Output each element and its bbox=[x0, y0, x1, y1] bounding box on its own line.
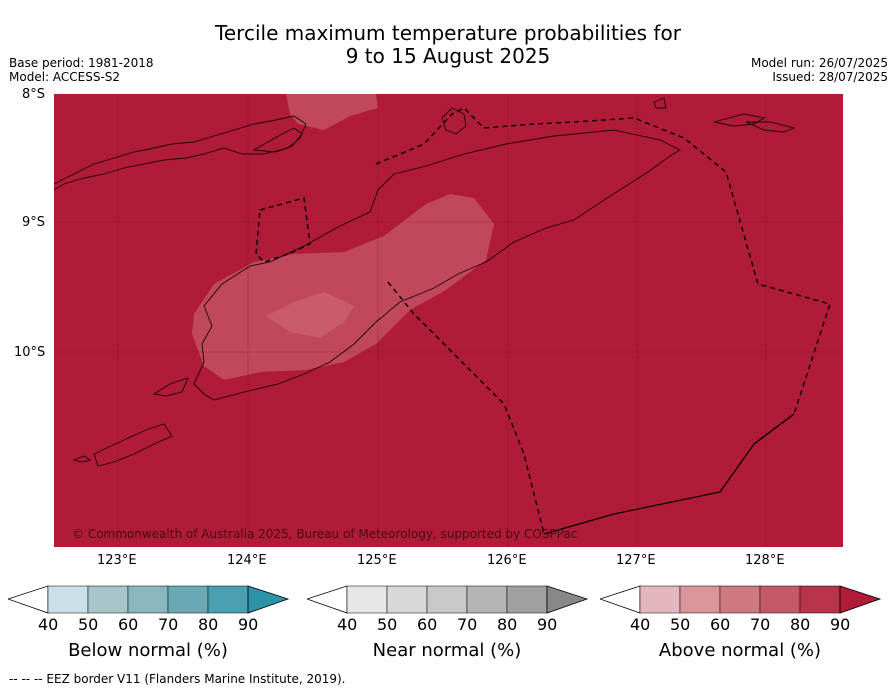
timor-coastline bbox=[193, 129, 681, 401]
above-normal-bin-60 bbox=[719, 585, 761, 614]
above-normal-upper-arrow bbox=[839, 585, 882, 614]
near-normal-bin-50 bbox=[386, 585, 428, 614]
below-tick-40: 40 bbox=[38, 615, 59, 634]
above-normal-bin-50 bbox=[679, 585, 721, 614]
above-tick-80: 80 bbox=[790, 615, 811, 634]
eez-border-south bbox=[387, 281, 545, 535]
near-normal-bin-80 bbox=[506, 585, 548, 614]
colorbar-near-normal bbox=[307, 585, 589, 614]
near-tick-40: 40 bbox=[337, 615, 358, 634]
lighter-patch-north bbox=[286, 94, 378, 130]
lon-label-124: 124°E bbox=[227, 553, 267, 568]
below-normal-bin-60 bbox=[127, 585, 169, 614]
near-normal-label: Near normal (%) bbox=[372, 640, 522, 661]
below-normal-bin-40 bbox=[47, 585, 89, 614]
flores-coastline bbox=[54, 115, 307, 191]
near-tick-90: 90 bbox=[537, 615, 558, 634]
alor-coastline bbox=[252, 127, 303, 153]
colorbar-below-normal bbox=[8, 585, 290, 614]
near-tick-50: 50 bbox=[377, 615, 398, 634]
above-normal-bin-40 bbox=[639, 585, 681, 614]
below-tick-60: 60 bbox=[118, 615, 139, 634]
above-normal-label: Above normal (%) bbox=[658, 640, 822, 661]
base-period-label: Base period: 1981-2018 bbox=[9, 56, 154, 70]
above-tick-90: 90 bbox=[830, 615, 851, 634]
lon-label-127: 127°E bbox=[616, 553, 656, 568]
eez-border-solid bbox=[543, 413, 795, 535]
eez-border-legend: -- -- -- EEZ border V11 (Flanders Marine… bbox=[9, 672, 346, 686]
below-normal-lower-arrow bbox=[8, 585, 49, 614]
below-tick-70: 70 bbox=[158, 615, 179, 634]
model-label: Model: ACCESS-S2 bbox=[9, 70, 121, 84]
lat-label-8s: 8°S bbox=[22, 87, 46, 102]
issued-label: Issued: 28/07/2025 bbox=[772, 70, 888, 84]
lightest-patch bbox=[266, 292, 354, 338]
near-tick-70: 70 bbox=[457, 615, 478, 634]
above-normal-bin-70 bbox=[759, 585, 801, 614]
near-normal-lower-arrow bbox=[307, 585, 348, 614]
title-line-1: Tercile maximum temperature probabilitie… bbox=[215, 21, 681, 45]
above-tick-40: 40 bbox=[630, 615, 651, 634]
lon-label-123: 123°E bbox=[97, 553, 137, 568]
lon-label-126: 126°E bbox=[487, 553, 527, 568]
small-island-1 bbox=[653, 97, 667, 109]
near-normal-bin-70 bbox=[466, 585, 508, 614]
above-tick-60: 60 bbox=[710, 615, 731, 634]
wetar-coastline bbox=[441, 107, 467, 135]
below-normal-label: Below normal (%) bbox=[68, 640, 228, 661]
sawu-coastline bbox=[72, 455, 92, 463]
eez-border-west bbox=[255, 197, 311, 263]
eez-border-east bbox=[375, 107, 831, 445]
map-background bbox=[54, 94, 843, 547]
near-normal-bin-60 bbox=[426, 585, 468, 614]
below-normal-bin-80 bbox=[207, 585, 249, 614]
small-island-3 bbox=[745, 121, 796, 133]
near-tick-60: 60 bbox=[417, 615, 438, 634]
lon-label-125: 125°E bbox=[357, 553, 397, 568]
sumba-edge bbox=[93, 423, 173, 467]
rote-coastline bbox=[152, 377, 189, 397]
below-normal-bin-50 bbox=[87, 585, 129, 614]
above-tick-70: 70 bbox=[750, 615, 771, 634]
near-normal-upper-arrow bbox=[546, 585, 589, 614]
model-run-label: Model run: 26/07/2025 bbox=[750, 56, 888, 70]
lat-label-10s: 10°S bbox=[14, 345, 46, 360]
map-copyright: © Commonwealth of Australia 2025, Bureau… bbox=[72, 527, 577, 541]
near-tick-80: 80 bbox=[497, 615, 518, 634]
title-line-2: 9 to 15 August 2025 bbox=[345, 44, 551, 68]
above-normal-lower-arrow bbox=[600, 585, 641, 614]
above-tick-50: 50 bbox=[670, 615, 691, 634]
below-normal-upper-arrow bbox=[247, 585, 290, 614]
above-normal-bin-80 bbox=[799, 585, 841, 614]
below-tick-90: 90 bbox=[238, 615, 259, 634]
colorbar-above-normal bbox=[600, 585, 882, 614]
lon-label-128: 128°E bbox=[745, 553, 785, 568]
small-island-2 bbox=[713, 113, 766, 127]
below-normal-bin-70 bbox=[167, 585, 209, 614]
probability-map: © Commonwealth of Australia 2025, Bureau… bbox=[54, 94, 843, 547]
below-tick-50: 50 bbox=[78, 615, 99, 634]
near-normal-bin-40 bbox=[346, 585, 388, 614]
below-tick-80: 80 bbox=[198, 615, 219, 634]
lat-label-9s: 9°S bbox=[22, 215, 46, 230]
lighter-patch-center bbox=[192, 194, 494, 380]
